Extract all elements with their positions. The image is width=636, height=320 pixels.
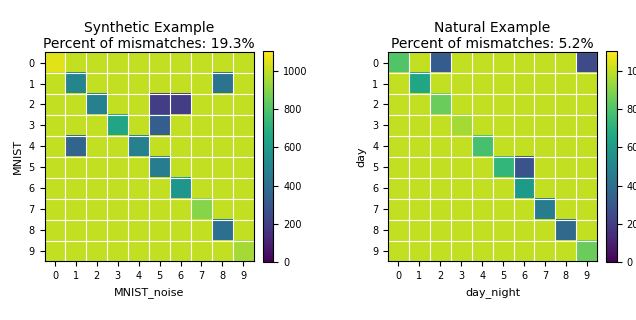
- X-axis label: MNIST_noise: MNIST_noise: [114, 287, 184, 298]
- Y-axis label: day: day: [356, 147, 366, 167]
- Y-axis label: MNIST: MNIST: [13, 139, 23, 174]
- X-axis label: day_night: day_night: [465, 287, 520, 298]
- Title: Synthetic Example
Percent of mismatches: 19.3%: Synthetic Example Percent of mismatches:…: [43, 21, 255, 51]
- Title: Natural Example
Percent of mismatches: 5.2%: Natural Example Percent of mismatches: 5…: [391, 21, 594, 51]
